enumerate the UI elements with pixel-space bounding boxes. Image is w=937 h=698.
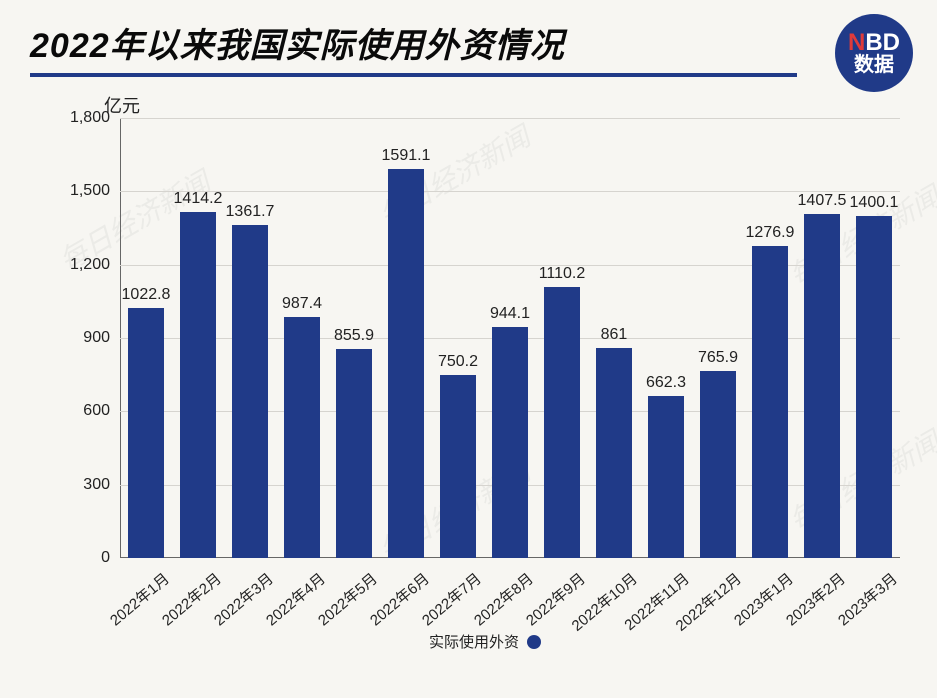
y-tick-label: 1,500: [70, 182, 110, 200]
bar-value-label: 1022.8: [122, 286, 171, 304]
bar: 855.9: [336, 349, 371, 558]
y-tick-label: 600: [83, 402, 110, 420]
logo-text-top: NBD: [848, 30, 900, 55]
y-tick-label: 300: [83, 476, 110, 494]
bar-value-label: 662.3: [646, 374, 686, 392]
bar-value-label: 765.9: [698, 349, 738, 367]
plot-region: 03006009001,2001,5001,8001022.82022年1月14…: [120, 118, 900, 558]
bar-value-label: 1110.2: [539, 265, 586, 283]
bar: 1400.1: [856, 216, 891, 558]
bar-value-label: 944.1: [490, 305, 530, 323]
chart-title: 2022年以来我国实际使用外资情况: [30, 18, 907, 67]
title-underline: [30, 73, 797, 77]
bar: 765.9: [700, 371, 735, 558]
bar: 987.4: [284, 317, 319, 558]
bar: 750.2: [440, 375, 475, 558]
bar: 944.1: [492, 327, 527, 558]
bar: 1276.9: [752, 246, 787, 558]
legend: 实际使用外资: [60, 631, 910, 652]
chart-area: 亿元 03006009001,2001,5001,8001022.82022年1…: [60, 100, 910, 660]
bar: 1361.7: [232, 225, 267, 558]
gridline: [120, 191, 900, 192]
y-tick-label: 900: [83, 329, 110, 347]
bar-value-label: 861: [601, 326, 628, 344]
logo-text-bottom: 数据: [854, 55, 894, 76]
bar: 1407.5: [804, 214, 839, 558]
bar-value-label: 855.9: [334, 327, 374, 345]
bar-value-label: 1361.7: [226, 203, 275, 221]
bar-value-label: 1407.5: [798, 192, 847, 210]
bar: 1414.2: [180, 212, 215, 558]
legend-label: 实际使用外资: [429, 631, 519, 652]
bar-value-label: 1400.1: [850, 194, 899, 212]
y-tick-label: 1,800: [70, 109, 110, 127]
bar: 662.3: [648, 396, 683, 558]
bar: 861: [596, 348, 631, 558]
nbd-logo: NBD 数据: [835, 14, 913, 92]
bar: 1022.8: [128, 308, 163, 558]
bar-value-label: 1414.2: [174, 190, 223, 208]
chart-header: 2022年以来我国实际使用外资情况 NBD 数据: [0, 0, 937, 85]
gridline: [120, 118, 900, 119]
bar: 1110.2: [544, 287, 579, 558]
bar-value-label: 1591.1: [382, 147, 431, 165]
y-tick-label: 1,200: [70, 256, 110, 274]
y-tick-label: 0: [101, 549, 110, 567]
bar-value-label: 1276.9: [746, 224, 795, 242]
bar-value-label: 987.4: [282, 295, 322, 313]
bar-value-label: 750.2: [438, 353, 478, 371]
bar: 1591.1: [388, 169, 423, 558]
legend-marker: [527, 635, 541, 649]
